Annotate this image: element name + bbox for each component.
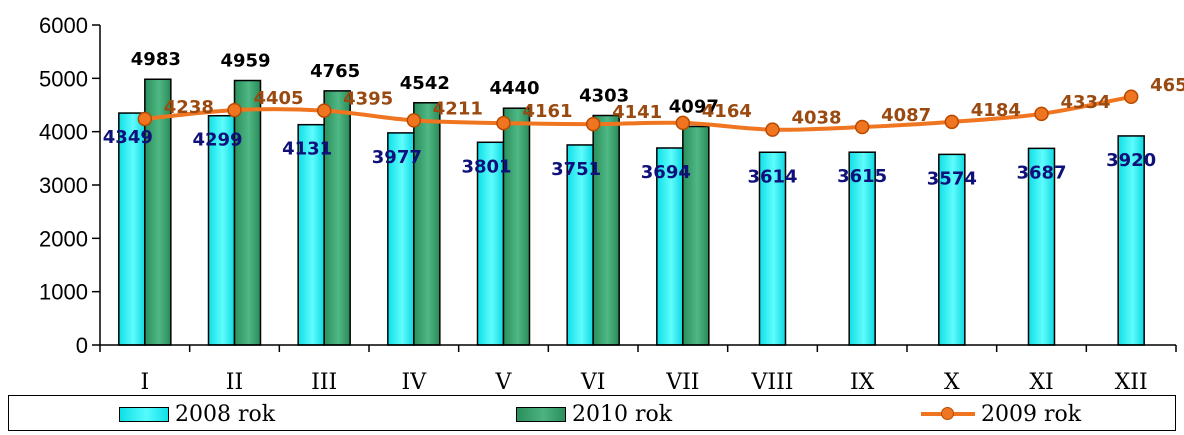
point-2009 — [1123, 89, 1139, 105]
legend-item-2008: 2008 rok — [119, 399, 275, 429]
bar-2010 — [592, 114, 620, 346]
data-label-2008: 4299 — [192, 130, 242, 151]
legend-swatch-2010 — [516, 406, 566, 422]
x-tick-label: I — [140, 370, 149, 395]
bar-2010 — [682, 125, 710, 346]
data-label-2008: 3574 — [927, 168, 977, 189]
x-tick-label: III — [311, 370, 337, 395]
point-2009 — [585, 116, 601, 132]
data-label-2009: 4087 — [881, 105, 931, 126]
data-label-2010: 4542 — [400, 73, 450, 94]
legend: 2008 rok 2010 rok 2009 rok — [8, 395, 1176, 431]
bar-2010 — [323, 90, 351, 346]
x-tick-label: VII — [665, 370, 699, 395]
point-2009 — [944, 114, 960, 130]
data-label-2008: 3801 — [461, 156, 511, 177]
data-label-2010: 4303 — [579, 86, 629, 107]
data-label-2009: 4405 — [253, 88, 303, 109]
x-tick-label: II — [226, 370, 243, 395]
data-label-2008: 3615 — [837, 166, 887, 187]
point-2009 — [316, 103, 332, 118]
data-label-2010: 4440 — [489, 78, 539, 99]
data-label-2009: 4334 — [1060, 92, 1110, 113]
data-label-2009: 4038 — [791, 108, 841, 129]
data-label-2009: 4395 — [343, 89, 393, 110]
y-tick-label: 3000 — [39, 173, 88, 198]
data-label-2009: 4161 — [522, 101, 572, 122]
point-2009 — [227, 102, 242, 118]
bar-2008 — [476, 141, 505, 346]
point-2009 — [675, 115, 691, 131]
x-tick-label: V — [495, 370, 513, 395]
x-tick-label: XII — [1115, 370, 1148, 395]
bar-2010 — [233, 79, 262, 346]
bar-2008 — [1117, 135, 1145, 346]
y-tick-label: 2000 — [39, 226, 88, 251]
legend-swatch-2009 — [921, 404, 975, 424]
legend-swatch-2008 — [119, 406, 169, 422]
y-tick-label: 5000 — [39, 66, 88, 91]
data-label-2010: 4765 — [310, 61, 360, 82]
data-label-2009: 4141 — [612, 102, 662, 123]
bar-2008 — [207, 114, 236, 346]
legend-label-2008: 2008 rok — [175, 401, 276, 427]
point-2009 — [765, 122, 780, 137]
y-tick-label: 4000 — [39, 120, 88, 145]
x-tick-label: IX — [850, 370, 875, 395]
data-label-2008: 4349 — [103, 127, 153, 148]
point-2009 — [406, 113, 422, 128]
data-label-2008: 3920 — [1106, 150, 1156, 171]
x-tick-label: XI — [1029, 370, 1053, 395]
x-tick-label: VIII — [751, 370, 794, 395]
bar-2010 — [502, 107, 531, 346]
data-label-2009: 4238 — [164, 97, 214, 118]
data-label-2008: 3977 — [372, 147, 422, 168]
x-tick-label: X — [944, 370, 960, 395]
x-tick-label: VI — [580, 370, 606, 395]
data-label-2009: 4211 — [433, 98, 483, 119]
y-tick-label: 0 — [76, 333, 88, 358]
data-label-2010: 4959 — [220, 51, 270, 72]
data-label-2010: 4097 — [669, 96, 719, 117]
data-label-2008: 3751 — [551, 159, 601, 180]
data-label-2008: 3614 — [747, 166, 797, 187]
legend-label-2010: 2010 rok — [572, 401, 673, 427]
legend-item-2009: 2009 rok — [921, 399, 1081, 429]
x-tick-label: IV — [402, 370, 428, 395]
data-label-2008: 3694 — [641, 162, 691, 183]
legend-label-2009: 2009 rok — [981, 401, 1082, 427]
legend-item-2010: 2010 rok — [516, 399, 672, 429]
data-label-2008: 3687 — [1016, 162, 1066, 183]
bar-2010 — [413, 102, 441, 346]
point-2009 — [1034, 106, 1049, 122]
bar-2008 — [758, 151, 787, 346]
data-label-2009: 4184 — [971, 100, 1021, 121]
point-2009 — [137, 111, 153, 127]
bar-2008 — [938, 153, 966, 346]
line-2009 — [144, 94, 1132, 132]
data-label-2008: 4131 — [282, 139, 332, 160]
point-2009 — [496, 115, 511, 131]
y-tick-label: 1000 — [39, 280, 88, 305]
point-2009 — [854, 119, 870, 135]
data-label-2010: 4983 — [131, 49, 181, 70]
bar-2008 — [566, 144, 594, 346]
data-label-2009: 4164 — [702, 101, 752, 122]
y-tick-label: 6000 — [39, 13, 88, 38]
bar-2008 — [1027, 147, 1056, 346]
bar-2008 — [297, 123, 325, 346]
data-label-2009: 4654 — [1150, 75, 1184, 96]
